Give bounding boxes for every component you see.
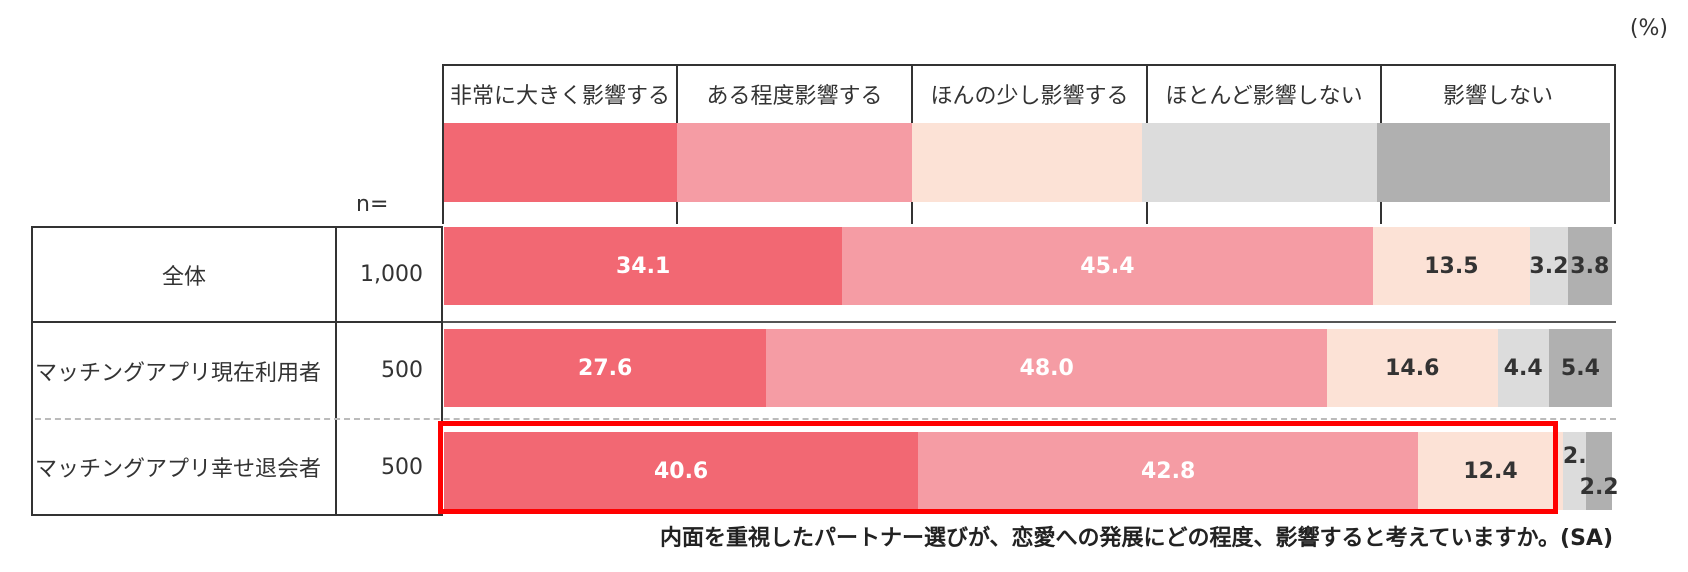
bar-happy-leavers: 40.6 42.8 12.4 2.0 2.2 xyxy=(444,432,1619,510)
row-label-table xyxy=(31,226,443,516)
row-label-total: 全体 xyxy=(161,264,206,290)
bar-segment: 3.2 xyxy=(1529,227,1568,305)
dashed-row-divider xyxy=(35,418,1616,420)
bar-segment: 2.2 xyxy=(1580,432,1619,510)
unit-label: (%) xyxy=(1629,16,1668,41)
legend-label-slightly: ほんの少し影響する xyxy=(930,84,1129,109)
legend-label-very-large: 非常に大きく影響する xyxy=(449,84,670,109)
bar-segment: 3.8 xyxy=(1567,227,1612,305)
bar-segment: 12.4 xyxy=(1418,432,1563,510)
bar-segment: 34.1 xyxy=(444,227,843,305)
row-n-current-users: 500 xyxy=(381,358,423,383)
legend-swatch-slightly xyxy=(912,123,1142,202)
row-label-current-users: マッチングアプリ現在利用者 xyxy=(35,360,322,386)
bar-segment: 4.4 xyxy=(1497,329,1549,407)
highlight-box xyxy=(438,421,1558,514)
table-column-divider xyxy=(335,226,337,516)
bar-segment: 5.4 xyxy=(1548,329,1612,407)
question-caption: 内面を重視したパートナー選びが、恋愛への発展にどの程度、影響すると考えていますか… xyxy=(660,526,1614,551)
bar-segment: 40.6 xyxy=(444,432,919,510)
legend-swatch-somewhat xyxy=(677,123,912,202)
bar-segment: 27.6 xyxy=(444,329,767,407)
chart-row-divider xyxy=(443,321,1616,323)
bar-segment: 48.0 xyxy=(766,329,1327,407)
bar-segment: 42.8 xyxy=(918,432,1419,510)
legend-swatch-hardly xyxy=(1142,123,1377,202)
legend-frame xyxy=(442,64,1616,224)
bar-segment: 14.6 xyxy=(1326,329,1498,407)
bar-segment: 45.4 xyxy=(842,227,1373,305)
legend-label-hardly: ほとんど影響しない xyxy=(1165,84,1363,109)
bar-segment: 13.5 xyxy=(1372,227,1531,305)
legend-swatch-very-large xyxy=(444,123,677,202)
row-n-happy-leavers: 500 xyxy=(381,454,423,480)
bar-total: 34.1 45.4 13.5 3.2 3.8 xyxy=(444,227,1612,305)
row-n-total: 1,000 xyxy=(360,262,423,287)
table-row-divider xyxy=(31,321,443,323)
bar-current-users: 27.6 48.0 14.6 4.4 5.4 xyxy=(444,329,1612,407)
legend-label-somewhat: ある程度影響する xyxy=(706,84,883,109)
n-label: n= xyxy=(356,192,389,217)
row-label-happy-leavers: マッチングアプリ幸せ退会者 xyxy=(35,457,322,482)
legend-swatch-none xyxy=(1377,123,1610,202)
legend-label-none: 影響しない xyxy=(1442,84,1553,109)
